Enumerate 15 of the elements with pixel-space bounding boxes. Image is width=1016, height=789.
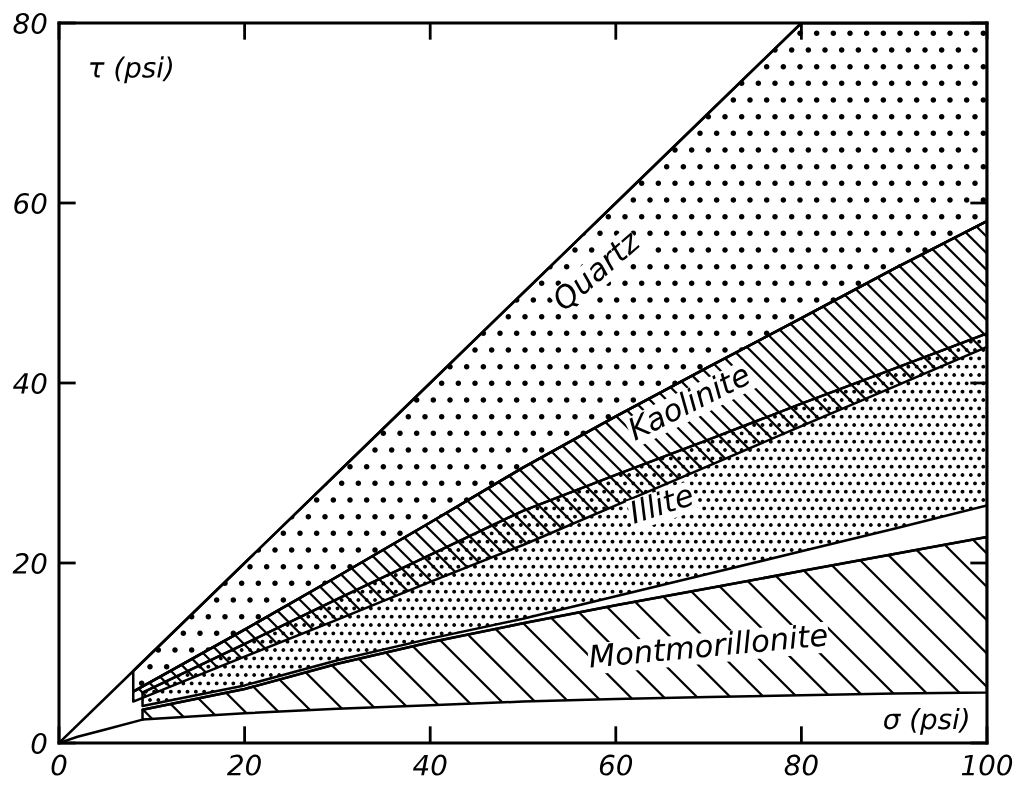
y-tick-label: 80 bbox=[13, 12, 47, 34]
y-axis-title: τ (psi) bbox=[90, 56, 172, 84]
x-tick-label: 40 bbox=[413, 754, 447, 776]
text: Montmorillonite bbox=[588, 622, 828, 669]
x-tick-label: 100 bbox=[961, 754, 1013, 776]
x-tick-label: 0 bbox=[51, 754, 67, 776]
y-tick-label: 40 bbox=[13, 372, 47, 394]
y-tick-label: 60 bbox=[14, 192, 47, 214]
x-tick-label: 60 bbox=[599, 754, 633, 776]
y-tick-label: 20 bbox=[12, 552, 47, 574]
y-tick-label: 0 bbox=[31, 732, 47, 754]
x-tick-label: 80 bbox=[784, 754, 818, 776]
x-axis-title: σ (psi) bbox=[884, 707, 968, 735]
text: Illite bbox=[627, 482, 695, 525]
x-tick-label: 20 bbox=[227, 754, 261, 776]
